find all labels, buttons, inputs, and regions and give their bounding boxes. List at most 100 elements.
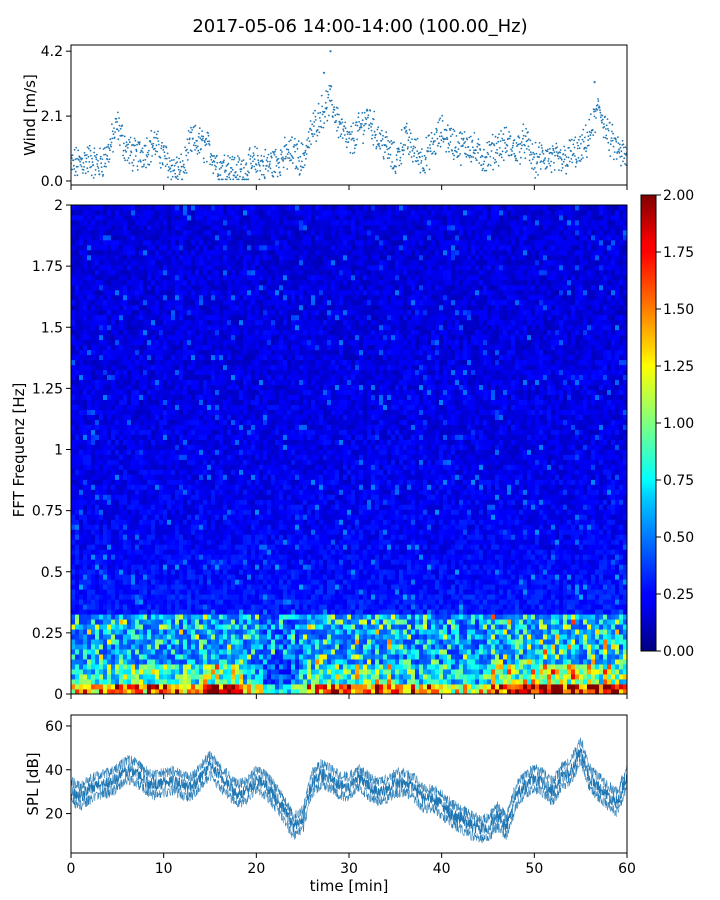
wind-point [113, 136, 116, 139]
spectrogram-cell [231, 654, 236, 660]
wind-point [480, 164, 483, 166]
spectrogram-cell [211, 664, 216, 670]
spectrogram-cell [499, 584, 504, 590]
spectrogram-cell [123, 609, 128, 615]
spectrogram-cell [151, 679, 156, 685]
spectrogram-cell [371, 634, 376, 640]
wind-point [430, 140, 432, 143]
wind-point [481, 169, 484, 172]
spectrogram-cell [483, 604, 488, 610]
spectrogram-cell [623, 654, 628, 660]
spectrogram-cell [487, 684, 492, 690]
wind-y-tick-label: 4.2 [41, 44, 63, 60]
spectrogram-cell [587, 684, 592, 690]
spectrogram-cell [475, 669, 480, 675]
spectrogram-cell [511, 614, 516, 620]
wind-point [504, 142, 506, 144]
spectrogram-cell [263, 674, 268, 680]
wind-point [123, 157, 126, 160]
spectrogram-cell [547, 574, 552, 580]
spectrogram-cell [479, 614, 484, 620]
spectrogram-cell [287, 664, 292, 670]
spectrogram-cell [383, 669, 388, 675]
spectrogram-cell [175, 639, 180, 645]
spectrogram-cell [171, 639, 176, 645]
spectrogram-cell [239, 609, 244, 615]
spectrogram-cell [215, 664, 220, 670]
wind-point [498, 147, 501, 149]
spectrogram-cell [603, 654, 608, 660]
spectrogram-cell [327, 604, 332, 610]
spectrogram-cell [591, 689, 596, 695]
spectrogram-cell [367, 684, 372, 690]
spectrogram-cell [175, 599, 180, 605]
spectrogram-cell [543, 589, 548, 595]
spectrogram-cell [515, 659, 520, 665]
spectrogram-cell [139, 689, 144, 695]
spectrogram-cell [343, 579, 348, 585]
spectrogram-cell [239, 564, 244, 570]
spectrogram-cell [323, 689, 328, 695]
spectrogram-cell [215, 649, 220, 655]
spectrogram-cell [335, 584, 340, 590]
spectrogram-cell [423, 619, 428, 625]
spectrogram-cell [575, 659, 580, 665]
spectrogram-cell [591, 669, 596, 675]
spectrogram-cell [211, 654, 216, 660]
wind-point [603, 125, 606, 128]
spectrogram-cell [583, 664, 588, 670]
wind-point [293, 146, 295, 148]
spectrogram-cell [283, 684, 288, 690]
spectrogram-cell [607, 634, 612, 640]
spectrogram-cell [567, 669, 572, 675]
spectrogram-cell [75, 654, 80, 660]
spectrogram-cell [111, 579, 116, 585]
spectrogram-cell [359, 604, 364, 610]
spectrogram-cell [151, 674, 156, 680]
spectrogram-cell [571, 689, 576, 695]
spectrogram-cell [91, 654, 96, 660]
wind-point [90, 165, 93, 168]
spectrogram-cell [259, 594, 264, 600]
spectrogram-cell [343, 589, 348, 595]
spectrogram-cell [603, 604, 608, 610]
wind-point [176, 175, 179, 178]
spectrogram-cell [295, 619, 300, 625]
spectrogram-cell [511, 584, 516, 590]
spectrogram-cell [375, 564, 380, 570]
spectrogram-cell [159, 624, 164, 630]
spectrogram-cell [295, 609, 300, 615]
wind-point [552, 149, 555, 152]
wind-point [505, 126, 508, 129]
spectrogram-cell [611, 599, 616, 605]
wind-point [163, 155, 166, 157]
wind-point [73, 148, 76, 151]
spectrogram-cell [503, 619, 508, 625]
spectrogram-cell [375, 574, 380, 580]
spectrogram-cell [307, 594, 312, 600]
wind-point [279, 174, 282, 177]
spectrogram-cell [271, 654, 276, 660]
spectrogram-cell [475, 624, 480, 630]
spectrogram-cell [367, 639, 372, 645]
spectrogram-cell [471, 599, 476, 605]
spectrogram-cell [555, 674, 560, 680]
spectrogram-cell [479, 649, 484, 655]
spectrogram-cell [147, 659, 152, 665]
wind-point [500, 153, 503, 156]
spectrogram-cell [407, 609, 412, 615]
wind-point [555, 142, 558, 145]
spectrogram-cell [527, 584, 532, 590]
wind-point [530, 153, 533, 156]
spectrogram-cell [339, 644, 344, 650]
spectrogram-cell [207, 594, 212, 600]
spectrogram-cell [419, 619, 424, 625]
wind-point [137, 160, 140, 163]
spectrogram-cell [255, 569, 260, 575]
wind-point [470, 160, 473, 163]
spectrogram-cell [231, 639, 236, 645]
wind-point [615, 140, 618, 143]
spectrogram-cell [571, 629, 576, 635]
spectrogram-cell [363, 674, 368, 680]
spectrogram-cell [551, 654, 556, 660]
